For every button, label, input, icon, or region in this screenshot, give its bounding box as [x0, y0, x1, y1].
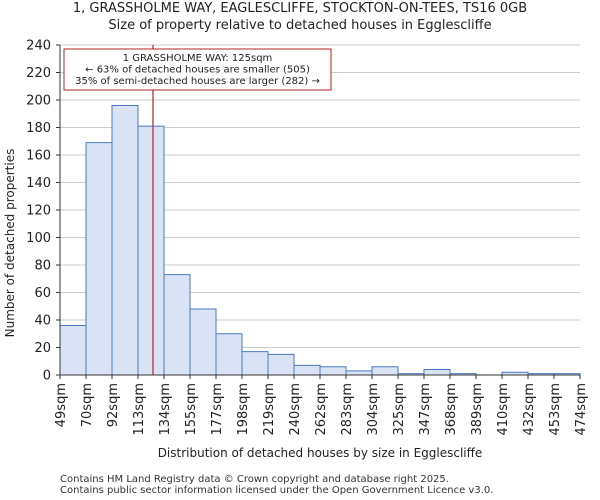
chart-title: 1, GRASSHOLME WAY, EAGLESCLIFFE, STOCKTO… [72, 1, 528, 16]
axes: 0 20 40 60 80 100 120 140 160 180 200 220 240 49sqm 70… [26, 39, 589, 436]
x-tick-label: 283sqm [340, 383, 355, 436]
y-tick-label: 160 [26, 149, 51, 164]
x-tick-label: 410sqm [496, 383, 511, 436]
y-tick-label: 120 [26, 204, 51, 219]
x-tick-label: 177sqm [210, 383, 225, 436]
x-tick-label: 347sqm [418, 383, 433, 436]
x-tick-label: 453sqm [548, 383, 563, 436]
footer-line-1: Contains HM Land Registry data © Crown c… [60, 474, 449, 485]
x-tick-label: 198sqm [236, 383, 251, 436]
x-axis-label: Distribution of detached houses by size … [158, 446, 483, 460]
bar [371, 366, 399, 376]
bar [163, 274, 191, 376]
bar [111, 105, 139, 376]
x-tick-label: 389sqm [470, 383, 485, 436]
x-tick-label: 474sqm [574, 383, 589, 436]
annotation-line: 35% of semi-detached houses are larger (… [75, 76, 320, 87]
y-tick-label: 60 [34, 286, 51, 301]
annotation-line: ← 63% of detached houses are smaller (50… [85, 65, 310, 76]
x-tick-label: 432sqm [522, 383, 537, 436]
bar [137, 125, 165, 376]
y-tick-label: 0 [43, 369, 51, 384]
bar [241, 351, 269, 376]
x-tick-label: 155sqm [184, 383, 199, 436]
x-tick-label: 262sqm [314, 383, 329, 436]
x-tick-label: 240sqm [288, 383, 303, 436]
bar [345, 370, 373, 376]
bar [267, 353, 295, 376]
bar [423, 369, 451, 376]
y-tick-label: 40 [34, 314, 51, 329]
chart-subtitle: Size of property relative to detached ho… [108, 18, 492, 33]
x-tick-label: 368sqm [444, 383, 459, 436]
x-tick-label: 70sqm [80, 383, 95, 427]
x-tick-label: 134sqm [158, 383, 173, 436]
x-tick-label: 219sqm [262, 383, 277, 436]
bar [293, 364, 321, 376]
footer-line-2: Contains public sector information licen… [60, 485, 494, 496]
y-tick-label: 140 [26, 176, 51, 191]
bars [59, 105, 581, 376]
x-tick-label: 304sqm [366, 383, 381, 436]
bar [319, 366, 347, 376]
y-tick-label: 220 [26, 66, 51, 81]
y-tick-label: 80 [34, 259, 51, 274]
bar [215, 333, 243, 376]
y-tick-label: 180 [26, 121, 51, 136]
x-tick-label: 92sqm [106, 383, 121, 427]
y-tick-label: 20 [34, 341, 51, 356]
y-axis-label: Number of detached properties [3, 149, 17, 338]
x-tick-label: 49sqm [54, 383, 69, 427]
y-tick-label: 240 [26, 39, 51, 54]
bar [85, 142, 113, 376]
annotation-line: 1 GRASSHOLME WAY: 125sqm [123, 53, 273, 64]
x-tick-label: 113sqm [132, 383, 147, 436]
annotation-box [63, 48, 332, 91]
marker-layer: 1 GRASSHOLME WAY: 125sqm← 63% of detache… [63, 45, 332, 375]
bar [189, 308, 217, 376]
y-tick-label: 100 [26, 231, 51, 246]
x-tick-label: 325sqm [392, 383, 407, 436]
bar [59, 325, 87, 376]
y-tick-label: 200 [26, 94, 51, 109]
